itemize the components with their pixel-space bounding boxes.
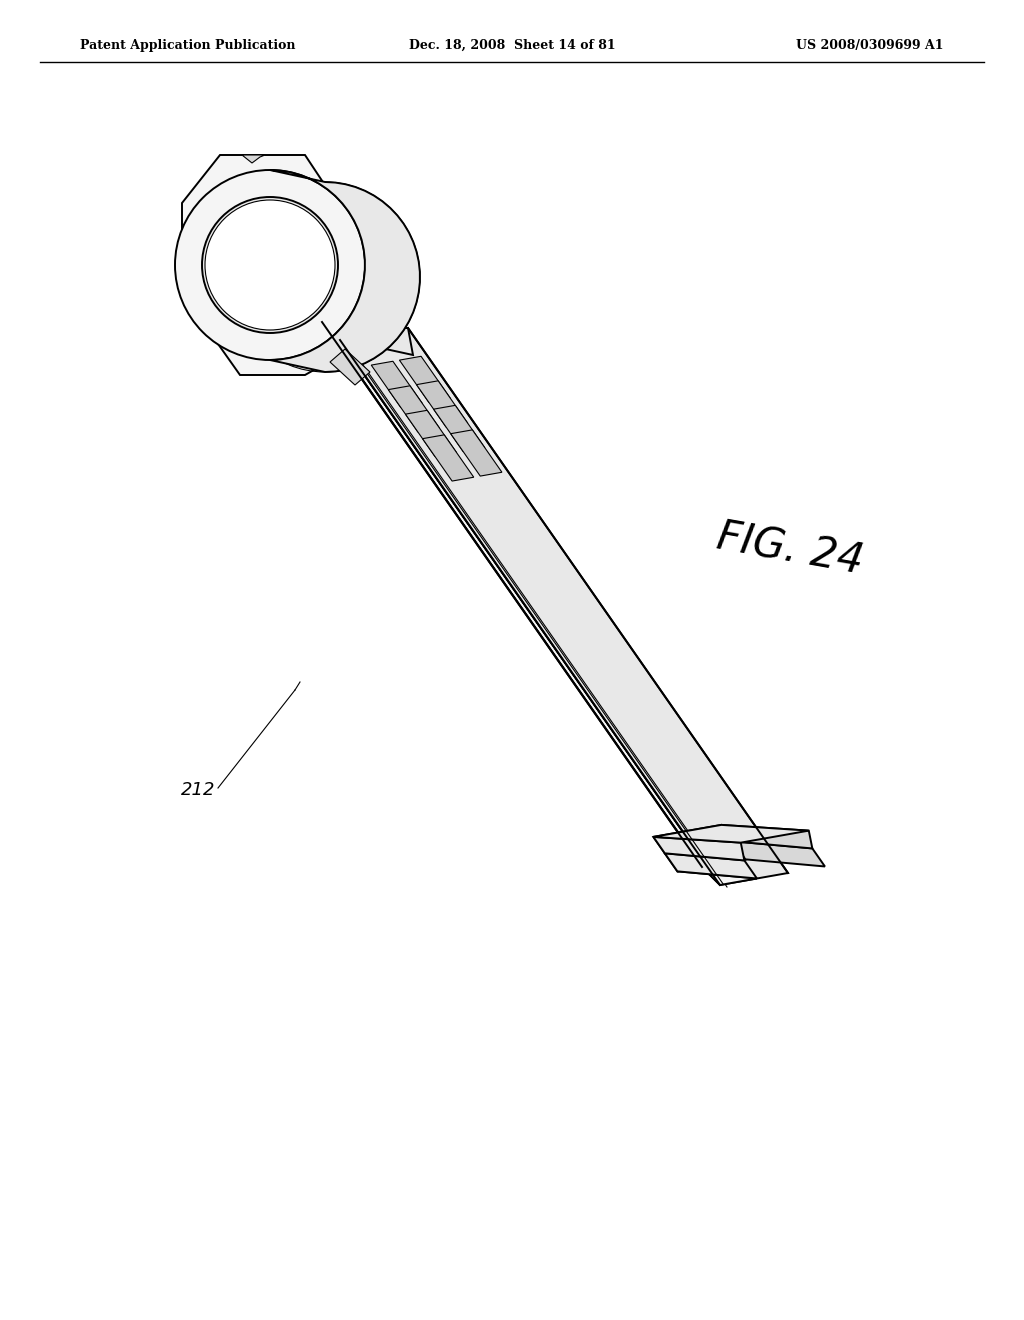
Polygon shape (451, 430, 502, 477)
Polygon shape (653, 837, 744, 861)
Polygon shape (399, 356, 451, 403)
Text: US 2008/0309699 A1: US 2008/0309699 A1 (797, 40, 944, 51)
Polygon shape (653, 825, 809, 842)
Polygon shape (665, 841, 745, 871)
Polygon shape (322, 322, 720, 884)
Circle shape (202, 197, 338, 333)
Text: FIG. 24: FIG. 24 (714, 516, 866, 583)
Polygon shape (305, 317, 362, 374)
Text: Patent Application Publication: Patent Application Publication (80, 40, 296, 51)
Polygon shape (678, 855, 770, 871)
Polygon shape (417, 381, 468, 428)
Polygon shape (242, 154, 265, 162)
Text: 212: 212 (180, 781, 215, 799)
Polygon shape (358, 327, 413, 355)
Circle shape (205, 201, 335, 330)
Polygon shape (388, 385, 439, 432)
Polygon shape (182, 154, 358, 375)
Polygon shape (721, 825, 812, 849)
Polygon shape (182, 293, 337, 374)
Polygon shape (653, 825, 733, 853)
Polygon shape (423, 434, 474, 480)
Polygon shape (665, 853, 757, 879)
Circle shape (175, 170, 365, 360)
Polygon shape (678, 867, 757, 884)
Polygon shape (240, 317, 335, 374)
Polygon shape (372, 362, 423, 408)
Polygon shape (433, 405, 484, 451)
Polygon shape (330, 348, 370, 385)
Polygon shape (340, 327, 788, 884)
Polygon shape (406, 411, 457, 457)
Polygon shape (270, 170, 420, 372)
Text: Dec. 18, 2008  Sheet 14 of 81: Dec. 18, 2008 Sheet 14 of 81 (409, 40, 615, 51)
Polygon shape (733, 841, 825, 866)
